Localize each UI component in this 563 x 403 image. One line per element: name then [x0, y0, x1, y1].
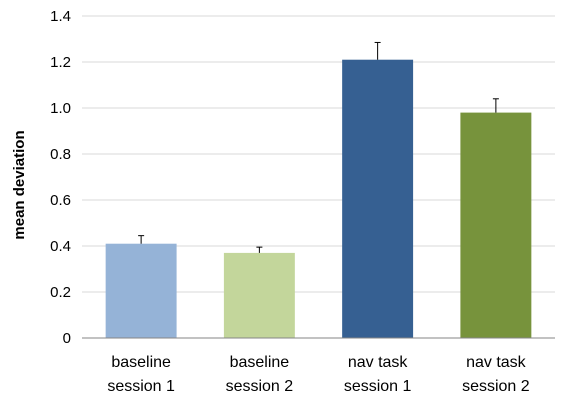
y-tick-label: 0.4 [50, 238, 71, 255]
x-tick-label-line: nav task [348, 354, 409, 371]
bar [105, 243, 177, 338]
error-bars [138, 41, 499, 253]
x-tick-label-line: session 2 [226, 378, 294, 395]
x-tick-label-line: session 1 [107, 378, 175, 395]
x-tick-label-line: session 1 [344, 378, 412, 395]
y-tick-label: 1.0 [50, 100, 71, 117]
x-tick-label-line: nav task [466, 354, 527, 371]
x-tick-label-line: session 2 [462, 378, 530, 395]
y-tick-label: 0.6 [50, 192, 71, 209]
y-tick-label: 0.8 [50, 146, 71, 163]
bar [460, 112, 532, 338]
y-tick-label: 1.2 [50, 54, 71, 71]
x-tick-label: baseline session 1 [107, 354, 175, 395]
x-tick-label-line: baseline [230, 354, 290, 371]
y-axis-label: mean deviation [11, 130, 28, 239]
y-tick-label: 1.4 [50, 8, 71, 25]
x-tick-label: nav task session 1 [344, 354, 412, 395]
bar [223, 252, 295, 338]
x-tick-label-line: baseline [111, 354, 171, 371]
y-tick-label: 0 [63, 330, 71, 347]
y-tick-label: 0.2 [50, 284, 71, 301]
x-tick-label: nav task session 2 [462, 354, 530, 395]
x-tick-label: baseline session 2 [226, 354, 294, 395]
bars [105, 59, 532, 338]
bar [342, 59, 414, 338]
y-tick-labels: 0 0.2 0.4 0.6 0.8 1.0 1.2 1.4 [50, 8, 71, 347]
